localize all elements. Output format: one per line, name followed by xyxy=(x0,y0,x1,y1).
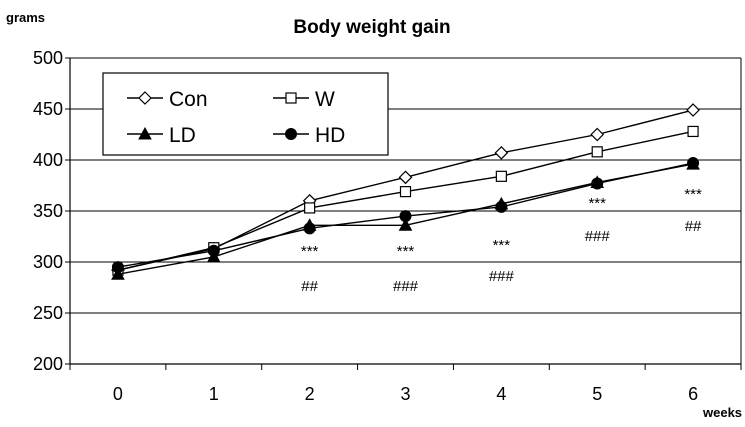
x-axis-ticks: 0 1 2 3 4 5 6 xyxy=(69,364,742,404)
series-hd xyxy=(111,157,700,274)
data-point-hd xyxy=(111,261,124,274)
y-tick-label: 200 xyxy=(33,354,63,374)
significance-label: *** xyxy=(684,186,702,203)
y-tick-label: 300 xyxy=(33,252,63,272)
significance-label: ### xyxy=(585,228,611,245)
legend-box xyxy=(102,72,389,156)
x-tick-label: 1 xyxy=(209,384,219,404)
chart-title: Body weight gain xyxy=(293,17,450,38)
significance-label: ### xyxy=(393,278,419,295)
data-point-ld xyxy=(111,267,125,280)
x-tick-label: 2 xyxy=(305,384,315,404)
significance-label: *** xyxy=(397,243,415,260)
legend-item-ld: LD xyxy=(127,124,196,147)
data-point-w xyxy=(687,125,699,138)
y-axis-ticks: 200 250 300 350 400 450 500 xyxy=(33,48,70,374)
x-tick-label: 3 xyxy=(400,384,410,404)
data-point-hd xyxy=(495,200,508,213)
x-tick-label: 4 xyxy=(496,384,506,404)
data-point-hd xyxy=(399,210,412,223)
y-tick-label: 500 xyxy=(33,48,63,68)
legend-item-con: Con xyxy=(127,88,208,111)
x-tick-label: 6 xyxy=(688,384,698,404)
legend-label: LD xyxy=(169,124,196,147)
y-tick-label: 450 xyxy=(33,99,63,119)
legend-label: HD xyxy=(315,124,345,147)
y-tick-label: 250 xyxy=(33,303,63,323)
legend-marker xyxy=(285,128,297,140)
data-point-w xyxy=(495,170,507,182)
data-point-con xyxy=(590,127,605,142)
significance-label: *** xyxy=(493,237,511,254)
y-axis-label: grams xyxy=(6,10,45,25)
y-tick-label: 400 xyxy=(33,150,63,170)
data-point-con xyxy=(686,103,700,117)
significance-annotations: *** ## *** ### *** ### *** ### *** ## xyxy=(301,186,702,295)
data-point-con xyxy=(494,146,509,160)
data-point-hd xyxy=(207,244,220,257)
legend: Con W LD HD xyxy=(102,72,389,156)
legend-label: Con xyxy=(169,88,208,111)
data-point-w xyxy=(399,186,412,198)
significance-label: *** xyxy=(588,195,606,212)
significance-label: ### xyxy=(489,268,515,285)
significance-label: ## xyxy=(301,278,318,295)
data-point-hd xyxy=(687,157,700,170)
legend-marker xyxy=(138,91,152,105)
legend-marker xyxy=(285,92,297,104)
significance-label: ## xyxy=(685,218,702,235)
series-group xyxy=(111,103,700,280)
data-point-hd xyxy=(303,222,316,235)
data-point-con xyxy=(398,170,413,185)
legend-item-hd: HD xyxy=(273,124,345,147)
legend-marker xyxy=(138,126,152,140)
data-point-w xyxy=(591,146,603,158)
data-point-hd xyxy=(591,177,604,190)
data-point-w xyxy=(304,202,316,214)
x-axis-label: weeks xyxy=(702,405,742,420)
y-tick-label: 350 xyxy=(33,201,63,221)
significance-label: *** xyxy=(301,243,319,260)
x-tick-label: 0 xyxy=(113,384,123,404)
x-tick-label: 5 xyxy=(592,384,602,404)
data-point-ld xyxy=(398,218,413,231)
legend-item-w: W xyxy=(273,88,335,111)
legend-label: W xyxy=(315,88,335,111)
